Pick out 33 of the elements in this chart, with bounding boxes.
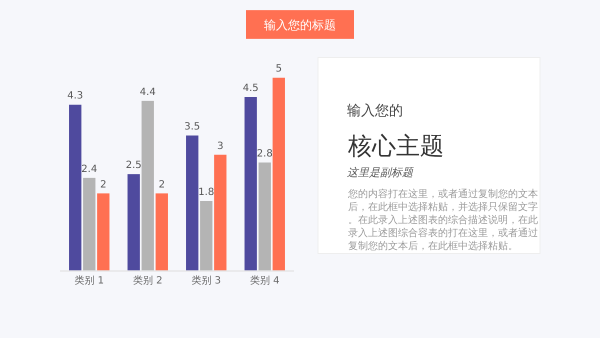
data-label: 3.5 [184,122,200,133]
chart-title: 输入您的标题 [264,18,336,32]
bar [272,78,285,270]
x-tick-label: 类别 3 [191,274,222,286]
data-label: 2 [158,179,165,190]
bar [69,104,82,270]
data-label: 4.4 [140,86,156,98]
data-label: 5 [276,64,282,75]
bar [128,174,140,270]
data-label: 4.3 [67,90,84,102]
bar [186,136,198,270]
text: 您的内容打在这里，或者通过复制您的文本后，在此框中选择粘贴，并选择只保留文字。在此录入上述图表的综合描述说明，在此录入上述图综合容表的打在这里，或者通过复制您的文本后，在此框中选择粘贴。 [347,188,538,252]
data-label: 4.5 [242,83,259,94]
data-label: 2.5 [126,160,142,172]
text: 输入您的 [347,103,403,119]
x-tick-label: 类别 4 [250,274,280,286]
x-tick-label: 类别 1 [74,274,104,286]
data-label: 2.8 [256,148,273,160]
data-label: 3 [217,140,224,152]
data-label: 2 [100,179,106,190]
bar [142,100,154,270]
bar [97,193,110,270]
bar [244,97,257,270]
bar [200,201,212,270]
data-label: 1.8 [198,187,214,198]
bar [258,162,271,270]
bar [214,154,226,270]
bar [83,178,96,270]
text: 核心主题 [347,132,444,160]
bar [156,193,168,270]
text: 这里是副标题 [347,166,414,179]
data-label: 2.4 [81,164,98,175]
x-tick-label: 类别 2 [132,274,163,286]
